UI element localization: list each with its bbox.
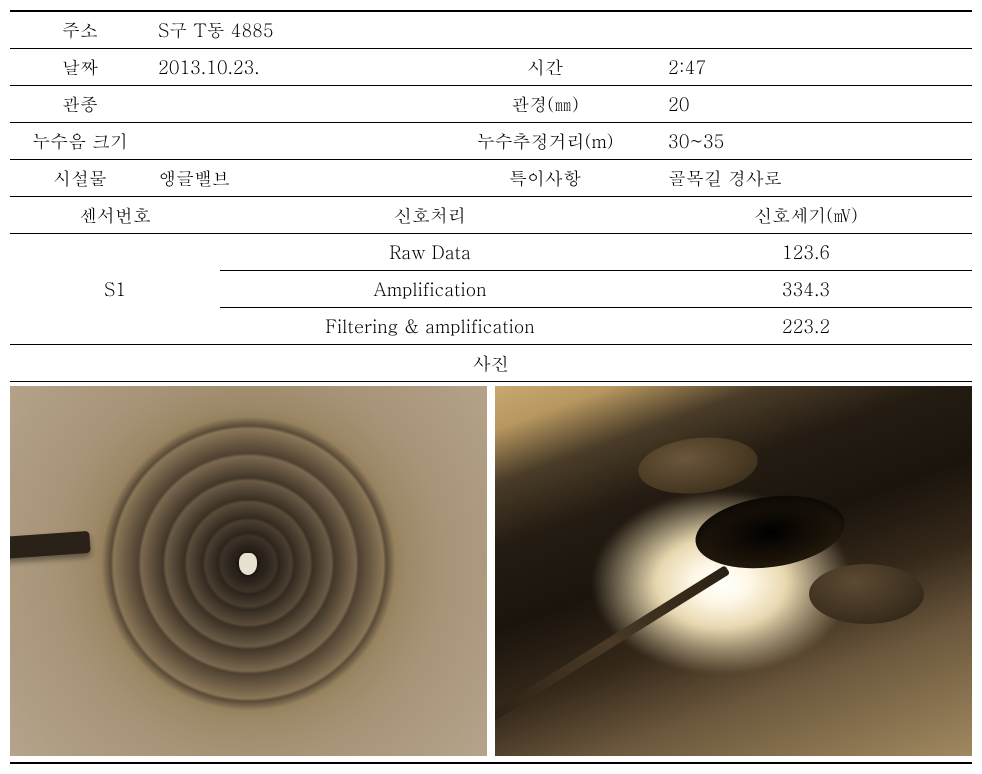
- label-signal-strength: 신호세기(㎷): [640, 197, 972, 234]
- label-address: 주소: [10, 11, 150, 49]
- row-leak: 누수음 크기 누수추정거리(m) 30~35: [10, 123, 972, 160]
- photo-header: 사진: [10, 345, 972, 382]
- label-leak-distance: 누수추정거리(m): [430, 123, 660, 160]
- row-address: 주소 S구 T동 4885: [10, 11, 972, 49]
- label-time: 시간: [430, 49, 660, 86]
- sensor-row-0: S1 Raw Data 123.6: [10, 234, 972, 271]
- value-facility: 앵글밸브: [150, 160, 430, 197]
- label-sensor-no: 센서번호: [10, 197, 220, 234]
- label-signal-proc: 신호처리: [220, 197, 640, 234]
- sensor-mv-1: 334.3: [640, 271, 972, 308]
- value-date: 2013.10.23.: [150, 49, 430, 86]
- sensor-proc-2: Filtering & amplification: [220, 308, 640, 345]
- photo-right: [495, 386, 972, 756]
- row-datetime: 날짜 2013.10.23. 시간 2:47: [10, 49, 972, 86]
- value-pipe-type: [150, 86, 430, 123]
- sensor-mv-0: 123.6: [640, 234, 972, 271]
- label-photo: 사진: [10, 345, 972, 382]
- label-leak-sound: 누수음 크기: [10, 123, 150, 160]
- sensor-id: S1: [10, 234, 220, 345]
- value-notes: 골목길 경사로: [660, 160, 972, 197]
- photo-right-cap: [809, 564, 924, 624]
- label-diameter: 관경(㎜): [430, 86, 660, 123]
- value-leak-sound: [150, 123, 430, 160]
- sensor-mv-2: 223.2: [640, 308, 972, 345]
- row-facility: 시설물 앵글밸브 특이사항 골목길 경사로: [10, 160, 972, 197]
- row-pipe: 관종 관경(㎜) 20: [10, 86, 972, 123]
- label-notes: 특이사항: [430, 160, 660, 197]
- value-address: S구 T동 4885: [150, 11, 972, 49]
- sensor-proc-0: Raw Data: [220, 234, 640, 271]
- sensor-header: 센서번호 신호처리 신호세기(㎷): [10, 197, 972, 234]
- photo-left: [10, 386, 487, 756]
- label-date: 날짜: [10, 49, 150, 86]
- value-diameter: 20: [660, 86, 972, 123]
- label-facility: 시설물: [10, 160, 150, 197]
- sensor-proc-1: Amplification: [220, 271, 640, 308]
- value-leak-distance: 30~35: [660, 123, 972, 160]
- sensor-table: 센서번호 신호처리 신호세기(㎷) S1 Raw Data 123.6 Ampl…: [10, 197, 972, 382]
- value-time: 2:47: [660, 49, 972, 86]
- info-table: 주소 S구 T동 4885 날짜 2013.10.23. 시간 2:47 관종 …: [10, 10, 972, 197]
- photo-row: [10, 382, 972, 764]
- label-pipe-type: 관종: [10, 86, 150, 123]
- report-table: 주소 S구 T동 4885 날짜 2013.10.23. 시간 2:47 관종 …: [10, 10, 972, 764]
